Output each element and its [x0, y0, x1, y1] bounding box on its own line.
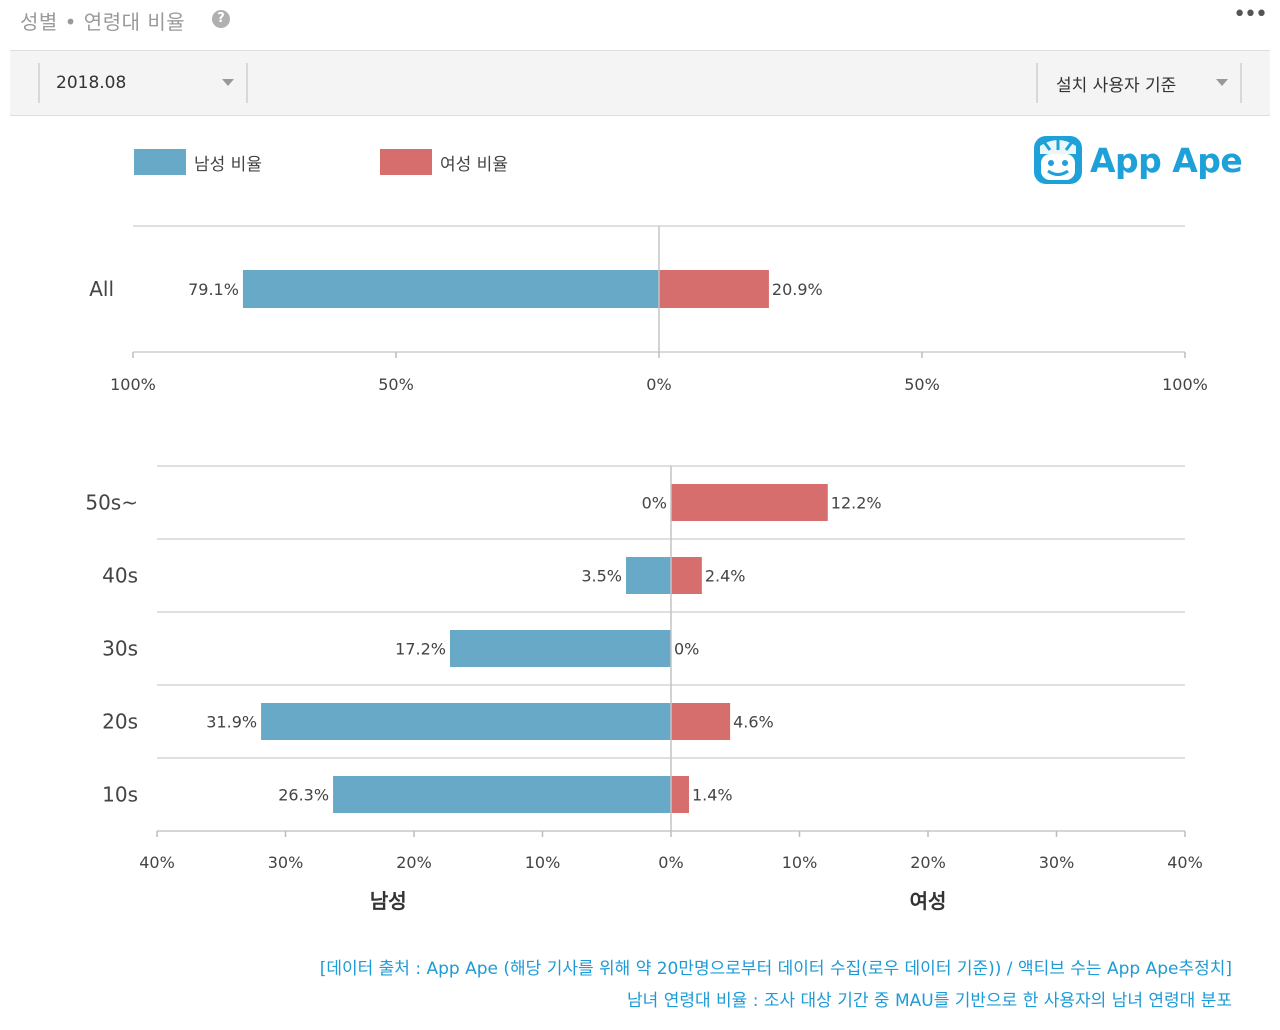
x-axis-title-female: 여성	[910, 889, 947, 913]
x-tick-label: 0%	[658, 853, 683, 872]
category-label: 10s	[102, 783, 138, 807]
bar-female	[671, 484, 828, 521]
legend-item-male: 남성 비율	[134, 148, 262, 176]
x-tick-label: 10%	[525, 853, 561, 872]
data-label-male: 0%	[642, 494, 667, 513]
x-tick-label: 40%	[1167, 853, 1203, 872]
data-label-male: 3.5%	[581, 567, 622, 586]
bar-female	[671, 703, 731, 740]
bar-female	[671, 557, 702, 594]
data-label-female: 12.2%	[831, 494, 882, 513]
basis-select-value: 설치 사용자 기준	[1056, 75, 1177, 96]
category-label: 40s	[102, 564, 138, 588]
bar-male	[242, 270, 659, 308]
data-label-male: 26.3%	[278, 786, 329, 805]
data-label-female: 20.9%	[772, 280, 823, 299]
bar-male	[626, 557, 671, 594]
legend-label-female: 여성 비율	[440, 154, 508, 175]
x-tick-label: 100%	[110, 375, 156, 394]
period-select[interactable]: 2018.08	[56, 51, 246, 115]
filter-toolbar: 2018.08 설치 사용자 기준	[10, 50, 1270, 116]
legend-swatch-female	[380, 149, 432, 175]
category-label: 20s	[102, 710, 138, 734]
basis-select[interactable]: 설치 사용자 기준	[1056, 51, 1246, 115]
ape-face-icon	[1034, 136, 1082, 184]
x-tick-label: 100%	[1162, 375, 1208, 394]
x-tick-label: 10%	[782, 853, 818, 872]
data-label-female: 1.4%	[692, 786, 733, 805]
chevron-down-icon	[1216, 79, 1228, 86]
legend-label-male: 남성 비율	[194, 154, 262, 175]
bar-male	[261, 703, 671, 740]
toolbar-divider	[38, 63, 40, 103]
legend-swatch-male	[134, 149, 186, 175]
help-icon[interactable]: ?	[212, 10, 230, 28]
x-tick-label: 40%	[139, 853, 175, 872]
category-label: 30s	[102, 637, 138, 661]
footer-source-note: [데이터 출처 : App Ape (해당 기사를 위해 약 20만명으로부터 …	[319, 959, 1232, 979]
x-tick-label: 0%	[646, 375, 671, 394]
period-select-value: 2018.08	[56, 73, 127, 93]
x-tick-label: 50%	[378, 375, 414, 394]
x-tick-label: 30%	[268, 853, 304, 872]
app-ape-logo: App Ape	[1032, 130, 1243, 190]
data-label-female: 4.6%	[733, 713, 774, 732]
data-label-female: 0%	[674, 640, 699, 659]
logo-text: App Ape	[1090, 140, 1243, 180]
category-label: All	[89, 277, 114, 301]
bar-male	[449, 630, 671, 667]
data-label-male: 79.1%	[188, 280, 239, 299]
x-axis-title-male: 남성	[370, 889, 407, 913]
bar-female	[671, 776, 689, 813]
toolbar-divider	[1036, 63, 1038, 103]
data-label-male: 17.2%	[395, 640, 446, 659]
data-label-male: 31.9%	[206, 713, 257, 732]
bar-female	[659, 270, 769, 308]
more-options-icon[interactable]: •••	[1233, 2, 1268, 27]
x-tick-label: 50%	[904, 375, 940, 394]
x-tick-label: 20%	[396, 853, 432, 872]
toolbar-divider	[1240, 63, 1242, 103]
data-label-female: 2.4%	[705, 567, 746, 586]
category-label: 50s~	[85, 491, 138, 515]
panel-header: 성별 • 연령대 비율 ? •••	[0, 0, 1280, 48]
x-tick-label: 20%	[910, 853, 946, 872]
bar-male	[333, 776, 671, 813]
chevron-down-icon	[222, 79, 234, 86]
toolbar-divider	[246, 63, 248, 103]
page-title: 성별 • 연령대 비율	[20, 10, 186, 34]
x-tick-label: 30%	[1039, 853, 1075, 872]
footer-description: 남녀 연령대 비율 : 조사 대상 기간 중 MAU를 기반으로 한 사용자의 …	[627, 991, 1232, 1011]
legend-item-female: 여성 비율	[380, 148, 508, 176]
